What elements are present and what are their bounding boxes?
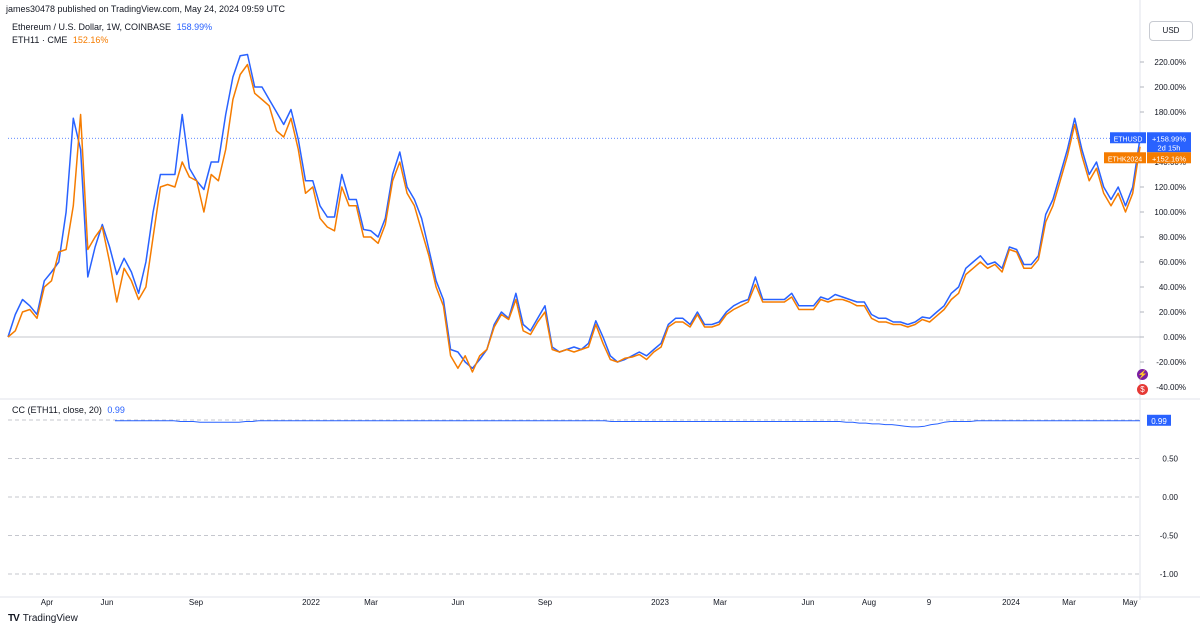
x-tick-label: Jun (101, 598, 114, 607)
currency-button[interactable]: USD (1149, 21, 1193, 41)
cc-y-tick-label: 0.00 (1162, 493, 1178, 502)
cc-y-tick-label: -1.00 (1160, 570, 1179, 579)
price-tag-ethk2024 (1147, 152, 1191, 164)
x-tick-label: 2024 (1002, 598, 1020, 607)
cc-y-tick-label: 0.50 (1162, 455, 1178, 464)
legend-eth11-label: ETH11 · CME (12, 35, 68, 45)
x-tick-label: Mar (364, 598, 378, 607)
legend-ethusd-value: 158.99% (176, 22, 213, 32)
price-tag-ethk2024-value: +152.16% (1152, 154, 1186, 163)
x-tick-label: Mar (1062, 598, 1076, 607)
series-line-ethusd (7, 53, 1141, 370)
x-tick-label: 9 (927, 598, 932, 607)
price-tag-name-ethk2024-text: ETHK2024 (1108, 156, 1142, 163)
x-tick-label: Jun (452, 598, 465, 607)
price-tag-ethusd (1147, 132, 1191, 153)
cc-series-line (115, 420, 1140, 428)
price-tag-ethusd-value: +158.99% (1152, 134, 1186, 143)
cc-value-tag-text: 0.99 (1151, 417, 1167, 426)
legend-eth11[interactable]: ETH11 · CME 152.16% (12, 35, 108, 45)
x-tick-label: Sep (538, 598, 553, 607)
x-tick-label: Mar (713, 598, 727, 607)
x-tick-label: May (1122, 598, 1137, 607)
x-tick-label: Jun (802, 598, 815, 607)
lightning-icon[interactable]: ⚡ (1137, 369, 1148, 380)
price-tag-ethusd-countdown: 2d 15h (1158, 143, 1181, 152)
legend-eth11-value: 152.16% (72, 35, 109, 45)
y-tick-label: -40.00% (1156, 383, 1186, 392)
series-line-ethk2024 (7, 63, 1141, 373)
y-tick-label: 200.00% (1154, 83, 1186, 92)
dollar-flag-icon[interactable]: $ (1137, 384, 1148, 395)
cc-legend-value: 0.99 (107, 405, 125, 415)
cc-indicator-legend[interactable]: CC (ETH11, close, 20) 0.99 (12, 405, 125, 415)
price-tag-name-ethusd (1110, 132, 1146, 144)
legend-ethusd-label: Ethereum / U.S. Dollar, 1W, COINBASE (12, 22, 172, 32)
price-tag-name-ethk2024 (1104, 152, 1146, 164)
y-tick-label: 0.00% (1163, 333, 1186, 342)
x-tick-label: 2023 (651, 598, 669, 607)
y-tick-label: 220.00% (1154, 58, 1186, 67)
y-tick-label: 180.00% (1154, 108, 1186, 117)
published-by-text: james30478 published on TradingView.com,… (6, 4, 286, 14)
tradingview-logo-icon: TV (8, 613, 20, 624)
y-tick-label: 100.00% (1154, 208, 1186, 217)
legend-ethusd[interactable]: Ethereum / U.S. Dollar, 1W, COINBASE 158… (12, 22, 212, 32)
x-tick-label: 2022 (302, 598, 320, 607)
x-tick-label: Sep (189, 598, 204, 607)
brand-label: TradingView (22, 613, 78, 624)
cc-value-tag (1147, 414, 1171, 426)
y-tick-label: 40.00% (1159, 283, 1186, 292)
tradingview-brand[interactable]: TV TradingView (8, 613, 78, 624)
cc-y-tick-label: -0.50 (1160, 532, 1179, 541)
y-tick-label: 60.00% (1159, 258, 1186, 267)
cc-legend-label: CC (ETH11, close, 20) (12, 405, 102, 415)
x-tick-label: Aug (862, 598, 876, 607)
y-tick-label: 20.00% (1159, 308, 1186, 317)
y-tick-label: 80.00% (1159, 233, 1186, 242)
price-tag-name-ethusd-text: ETHUSD (1114, 136, 1143, 143)
y-tick-label: -20.00% (1156, 358, 1186, 367)
x-tick-label: Apr (41, 598, 54, 607)
y-tick-label: 120.00% (1154, 183, 1186, 192)
